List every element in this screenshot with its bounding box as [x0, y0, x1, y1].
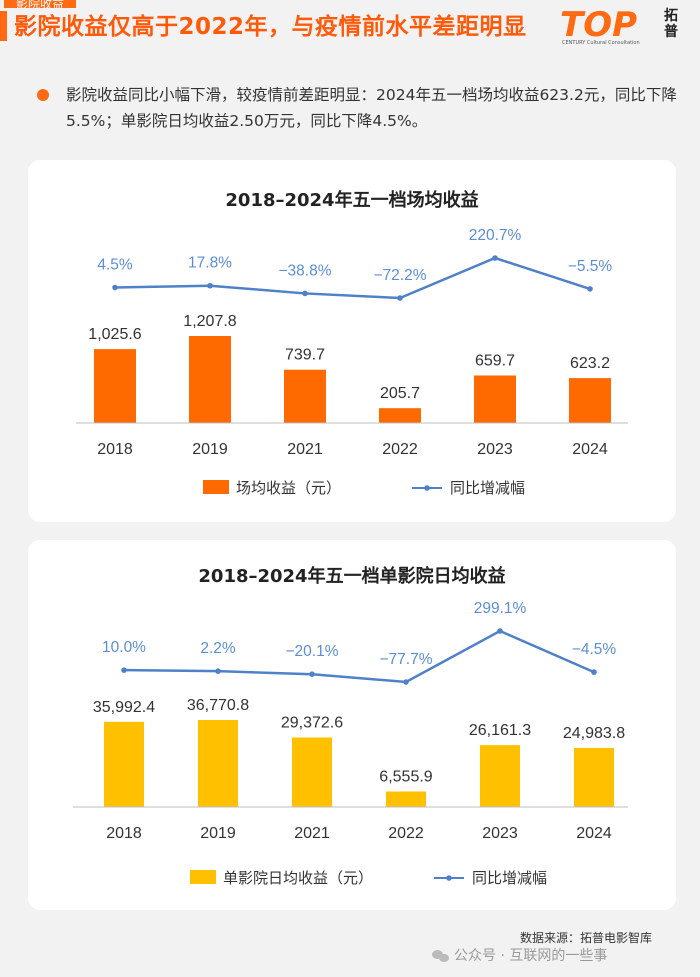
- bullet-dot: [37, 89, 49, 101]
- logo-mark: TOP: [560, 5, 638, 45]
- bar-2022: [379, 408, 421, 423]
- growth-point: [309, 671, 315, 678]
- bar-2018: [104, 721, 144, 807]
- legend-bar-label: 场均收益（元）: [236, 479, 341, 497]
- chart-2-svg: 2018–2024年五一档单影院日均收益 35,992.4 36,770.8 29,3…: [73, 565, 628, 887]
- growth-point: [121, 667, 127, 673]
- legend-bar-swatch: [190, 870, 216, 884]
- growth-label: −38.8%: [278, 262, 331, 279]
- growth-line: [123, 629, 595, 684]
- growth-label: 2.2%: [200, 640, 236, 657]
- wechat-attribution: 公众号 · 互联网的一些事: [432, 945, 607, 965]
- x-tick-label: 2023: [482, 825, 518, 842]
- growth-label: 220.7%: [469, 227, 522, 244]
- growth-point: [492, 255, 498, 261]
- growth-point: [403, 679, 409, 685]
- growth-point: [207, 282, 213, 289]
- logo-subtitle: CENTURY Cultural Consultation: [562, 40, 640, 46]
- growth-point: [497, 628, 503, 634]
- legend-line-dot: [446, 875, 452, 881]
- bar-value-label: 29,372.6: [281, 715, 343, 732]
- bar-value-label: 1,207.8: [183, 313, 236, 330]
- bar-2023: [480, 745, 520, 807]
- legend-line-label: 同比增减幅: [450, 479, 525, 497]
- chart-card-2: 2018–2024年五一档单影院日均收益 35,992.4 36,770.8 29,3…: [28, 540, 676, 910]
- bar-value-label: 6,555.9: [379, 768, 432, 785]
- bar-2019: [198, 720, 238, 807]
- growth-point: [397, 295, 403, 301]
- growth-label: −4.5%: [572, 641, 617, 658]
- x-tick-label: 2024: [576, 825, 612, 842]
- bar-2018: [94, 349, 136, 423]
- growth-label: 17.8%: [188, 255, 232, 272]
- logo-chinese: 拓普: [664, 8, 678, 40]
- x-tick-label: 2019: [200, 825, 236, 842]
- bar-value-label: 35,992.4: [93, 699, 155, 716]
- growth-point: [215, 668, 221, 674]
- wechat-icon: [432, 949, 450, 963]
- bar-value-label: 659.7: [475, 352, 515, 369]
- bar-value-label: 24,983.8: [563, 725, 625, 742]
- growth-point: [112, 284, 118, 291]
- bar-2019: [189, 336, 231, 423]
- legend-line-dot: [424, 485, 430, 491]
- growth-point: [591, 669, 597, 675]
- bar-value-label: 36,770.8: [187, 697, 249, 714]
- growth-label: 10.0%: [102, 639, 146, 656]
- chart-1-svg: 2018–2024年五一档场均收益 1,025.6 1,207.8 739.7 205.…: [76, 189, 628, 497]
- title-accent-bar: [0, 11, 7, 41]
- x-tick-label: 2022: [388, 825, 424, 842]
- growth-point: [302, 290, 308, 297]
- x-tick-label: 2019: [192, 441, 228, 458]
- x-tick-label: 2023: [477, 441, 513, 458]
- growth-point: [587, 286, 593, 292]
- x-tick-label: 2018: [97, 441, 133, 458]
- bar-value-label: 739.7: [285, 347, 325, 364]
- growth-label: −5.5%: [568, 258, 613, 275]
- chart-card-1: 2018–2024年五一档场均收益 1,025.6 1,207.8 739.7 205.…: [28, 160, 676, 522]
- x-tick-label: 2024: [572, 441, 608, 458]
- x-tick-label: 2018: [106, 825, 142, 842]
- chart-title: 2018–2024年五一档单影院日均收益: [198, 565, 505, 587]
- bar-2022: [386, 791, 426, 807]
- bar-value-label: 26,161.3: [469, 722, 531, 739]
- growth-label: −72.2%: [373, 267, 426, 284]
- chart-title: 2018–2024年五一档场均收益: [225, 189, 478, 211]
- legend-bar-swatch: [203, 480, 229, 494]
- bar-2024: [574, 747, 614, 807]
- bar-2023: [474, 375, 516, 423]
- legend-bar-label: 单影院日均收益（元）: [223, 869, 373, 887]
- bar-value-label: 205.7: [380, 385, 420, 402]
- brand-logo: TOP CENTURY Cultural Consultation 拓普: [560, 8, 690, 48]
- x-tick-label: 2021: [294, 825, 330, 842]
- legend-line-label: 同比增减幅: [472, 869, 547, 887]
- bar-2024: [569, 378, 611, 423]
- growth-label: 299.1%: [474, 600, 527, 617]
- bar-value-label: 1,025.6: [88, 326, 141, 343]
- bar-2021: [292, 737, 332, 807]
- x-tick-label: 2021: [287, 441, 323, 458]
- growth-line: [114, 256, 591, 300]
- x-tick-label: 2022: [382, 441, 418, 458]
- summary-text: 影院收益同比小幅下滑，较疫情前差距明显：2024年五一档场均收益623.2元，同…: [66, 86, 677, 130]
- growth-label: 4.5%: [97, 257, 133, 274]
- section-tab: 影院收益: [4, 0, 77, 8]
- growth-label: −20.1%: [285, 643, 338, 660]
- title-row: 影院收益仅高于2022年，与疫情前水平差距明显 TOP CENTURY Cult…: [0, 8, 700, 46]
- wechat-label: 公众号 · 互联网的一些事: [454, 948, 608, 964]
- bar-value-label: 623.2: [570, 355, 610, 372]
- data-source: 数据来源：拓普电影智库: [520, 931, 653, 945]
- page-title: 影院收益仅高于2022年，与疫情前水平差距明显: [14, 14, 527, 40]
- growth-label: −77.7%: [379, 651, 432, 668]
- bar-2021: [284, 369, 326, 423]
